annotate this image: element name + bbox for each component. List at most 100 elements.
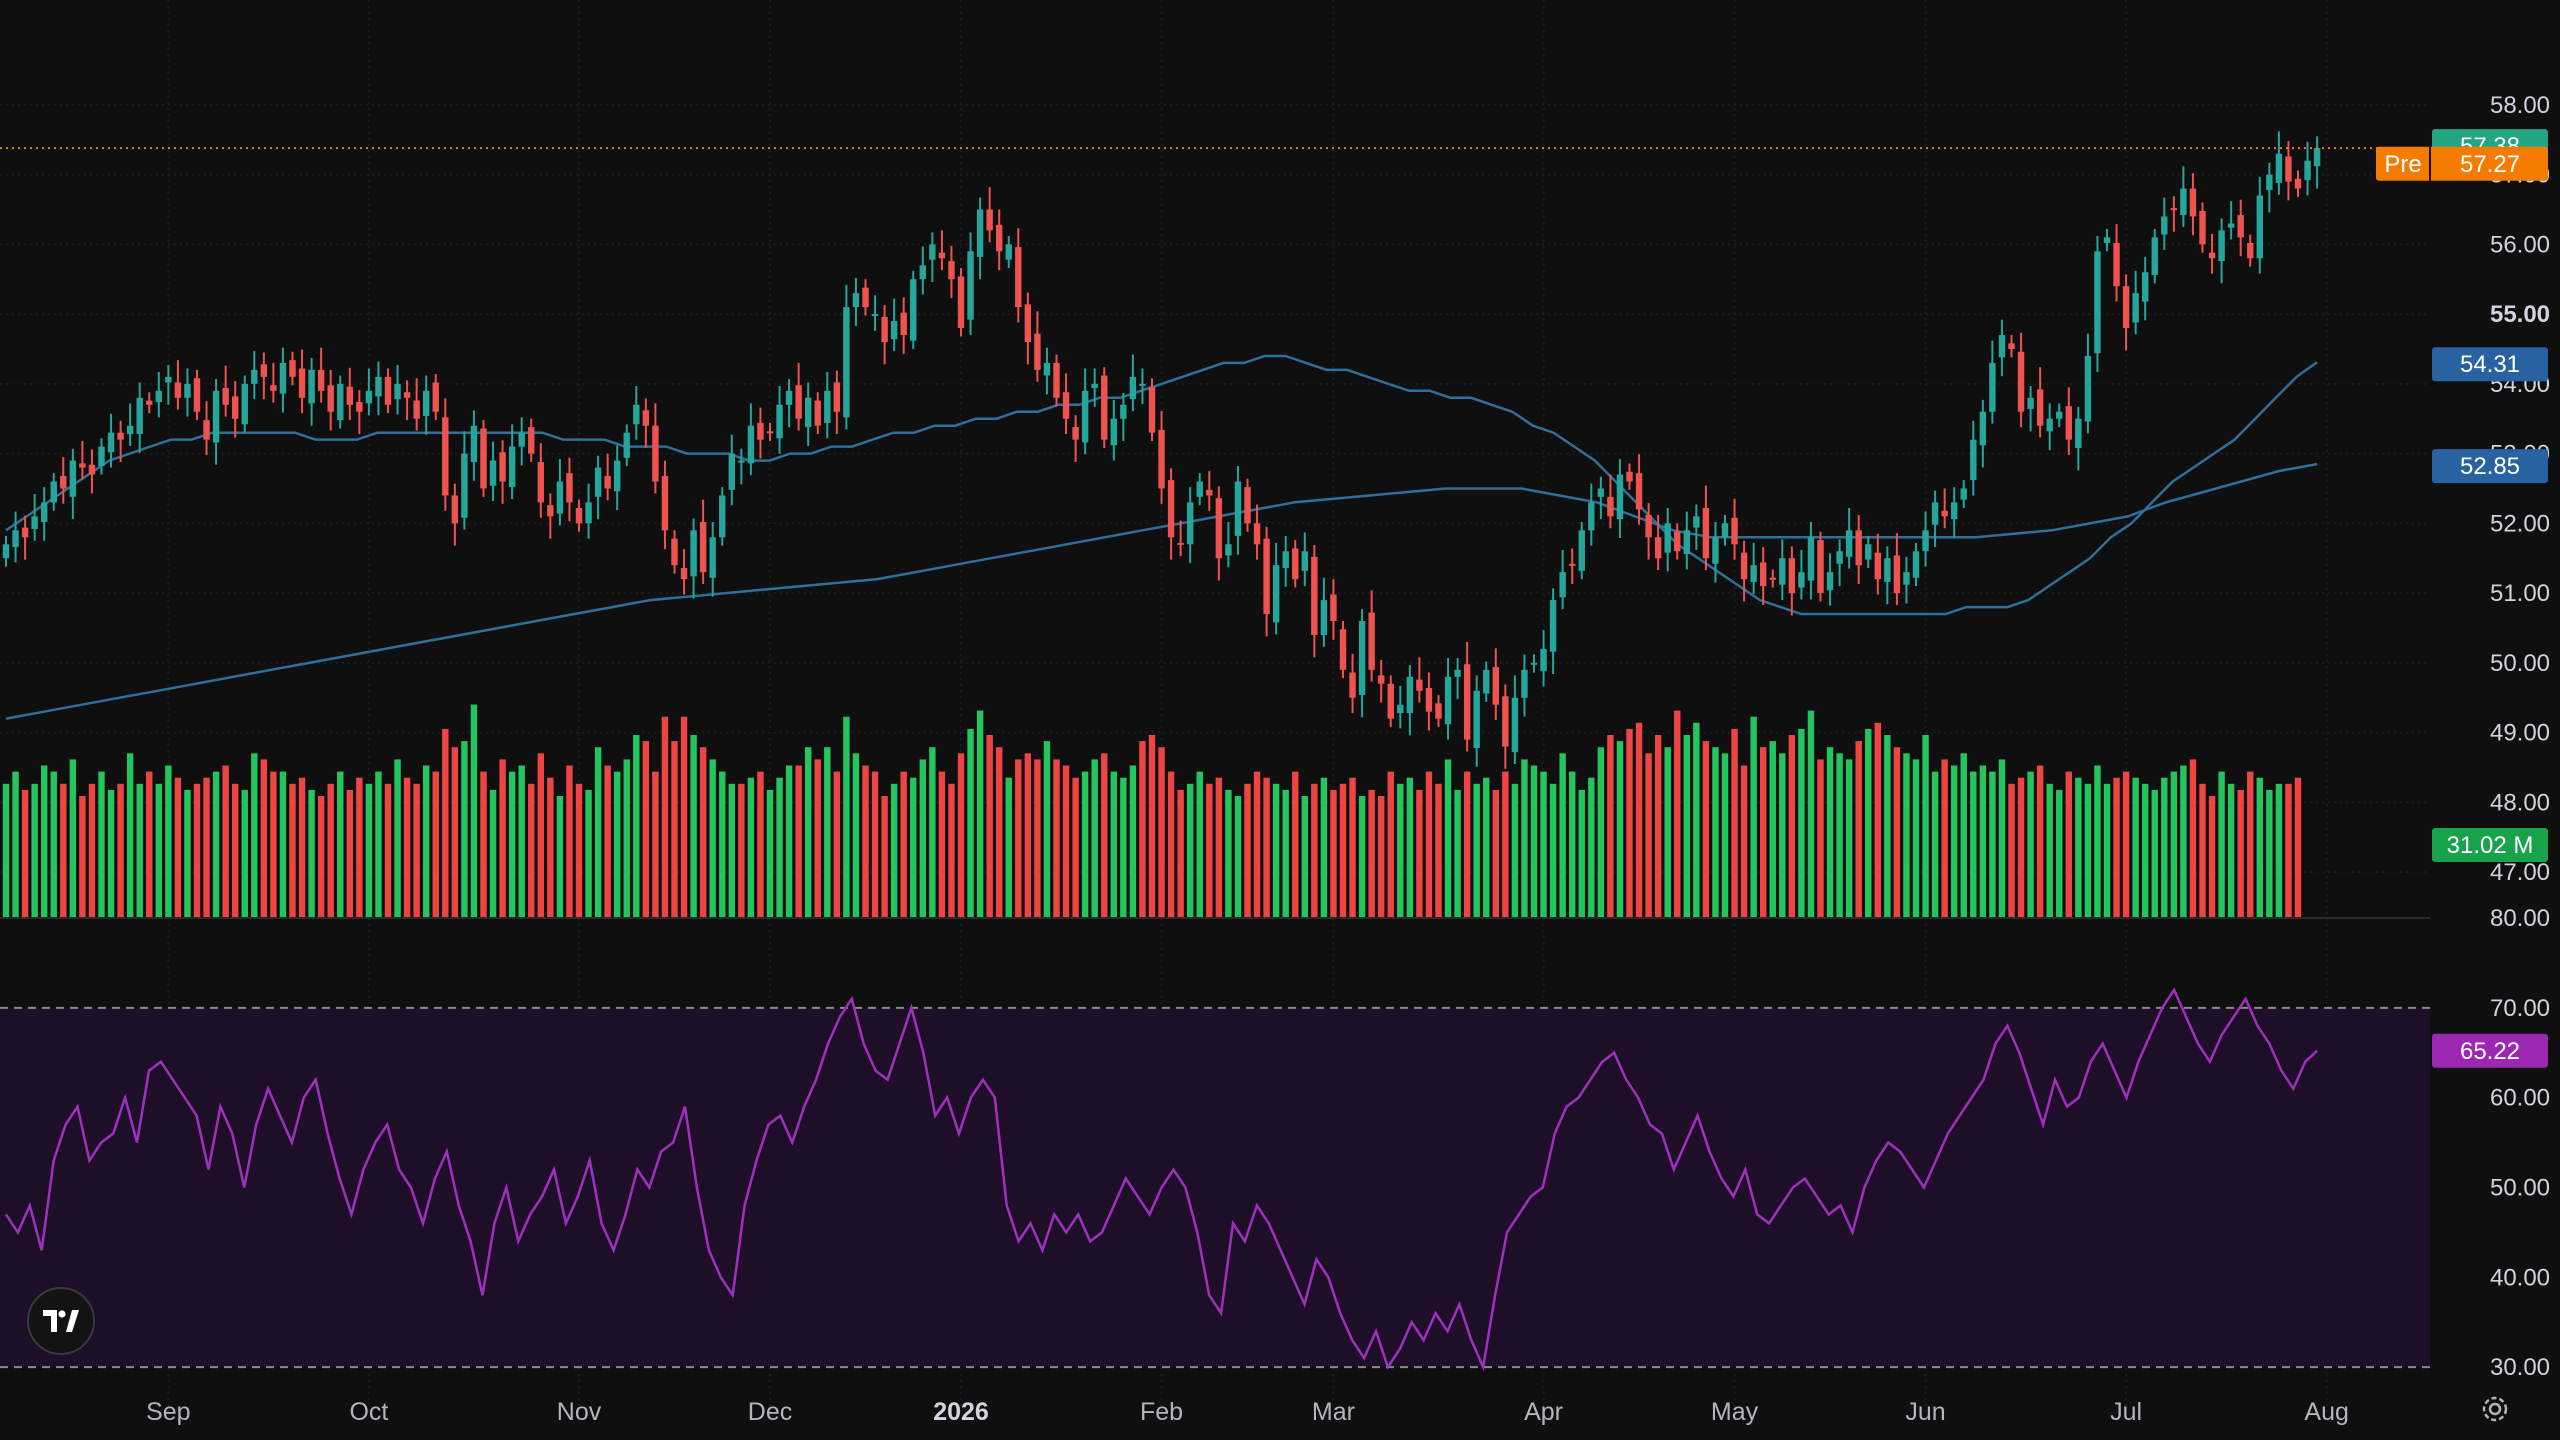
volume-bar [680,716,688,918]
volume-bar [1483,777,1490,918]
candle-body [871,314,879,317]
tradingview-logo[interactable] [27,1287,95,1355]
candle-body [2056,411,2063,419]
volume-bar [1807,710,1815,918]
volume-bar [1817,759,1824,918]
candle-body [1225,544,1232,556]
volume-bar [2189,759,2197,918]
rsi-band [0,1006,2430,1369]
candle-body [1502,696,1509,747]
candle-body [308,369,315,404]
candle-body [719,495,726,538]
candle-body [1931,502,1939,525]
volume-bar [1540,771,1547,918]
pre-market-tag-background [2376,146,2548,181]
volume-bar [317,796,325,918]
candle-body [470,425,478,462]
candle-body [2113,242,2120,287]
volume-bar [2,783,10,918]
candle-body [1998,335,2006,358]
volume-bar [1674,710,1681,918]
candle-body [1750,565,1757,582]
candle-body [1234,481,1242,536]
candle-body [1807,537,1815,581]
volume-bar [60,783,67,918]
chart-settings-gear-icon[interactable] [2478,1392,2512,1426]
price-tick-label: 49.00 [2490,720,2550,747]
candle-body [1005,244,1012,260]
candle-body [1425,687,1433,712]
candle-body [2275,153,2283,183]
volume-bar [642,741,650,918]
volume-bar [1043,741,1051,918]
volume-bar [1931,771,1939,918]
volume-bar [461,741,468,918]
candle-body [1521,669,1528,698]
volume-bar [470,704,478,918]
volume-bar [1635,722,1643,918]
volume-bar [1702,741,1710,918]
candle-body [337,383,344,421]
volume-bar [270,771,277,918]
candle-body [1406,676,1414,714]
candle-body [1483,669,1490,694]
candle-body [881,316,888,342]
volume-bar [356,777,363,918]
candle-body [2075,418,2082,449]
candle-body [652,425,659,482]
candle-body [1358,621,1366,695]
volume-bar [1444,759,1452,918]
volume-bar [1311,783,1318,918]
candle-body [785,390,793,405]
volume-bar [805,747,812,918]
volume-bar [2237,789,2244,918]
volume-bar [1330,789,1337,918]
volume-bar [1015,759,1022,918]
candle-body [260,364,268,377]
volume-bar [1740,765,1748,918]
volume-bar [1129,765,1137,918]
candle-body [537,461,544,503]
candle-body [1674,531,1681,552]
candle-body [1865,544,1872,560]
volume-bar [785,765,793,918]
candle-body [1292,548,1299,580]
volume-bar [31,783,38,918]
volume-bar [547,777,554,918]
volume-bar [1912,759,1920,918]
time-axis[interactable]: Sep Oct Nov Dec 2026 Feb Mar Apr May Jun Jul Aug [146,1398,2349,1426]
rsi-indicator [4,987,2318,1372]
volume-bar [1272,783,1280,918]
candle-body [890,321,898,340]
ma-slow-tag: 52.85 [2432,449,2548,484]
candle-body [1253,523,1261,545]
volume-bar [699,747,707,918]
candle-body [79,463,86,468]
volume-bar [910,777,917,918]
candle-body [2161,216,2168,235]
candle-body [1473,690,1480,748]
volume-bar [107,789,115,918]
candle-body [1635,473,1643,510]
volume-bar [1855,741,1862,918]
candle-body [41,502,48,522]
candle-body [126,425,134,435]
volume-bar [1549,783,1557,918]
volume-bar [1148,735,1156,918]
candle-body [1015,247,1022,308]
volume-bar [2122,771,2130,918]
candle-body [967,251,974,320]
volume-bar [747,777,755,918]
candle-body [1110,418,1117,446]
volume-bar [1358,796,1366,918]
volume-bar [2170,771,2178,918]
candle-body [1206,489,1213,496]
candle-body [232,396,239,419]
volume-bar [193,783,201,918]
volume-bar [442,728,449,918]
volume-bar [1893,747,1901,918]
volume-bar [929,747,936,918]
candle-body [480,428,487,489]
rsi-axis[interactable]: 80.00 70.00 60.00 50.00 40.00 30.00 [2490,905,2550,1381]
